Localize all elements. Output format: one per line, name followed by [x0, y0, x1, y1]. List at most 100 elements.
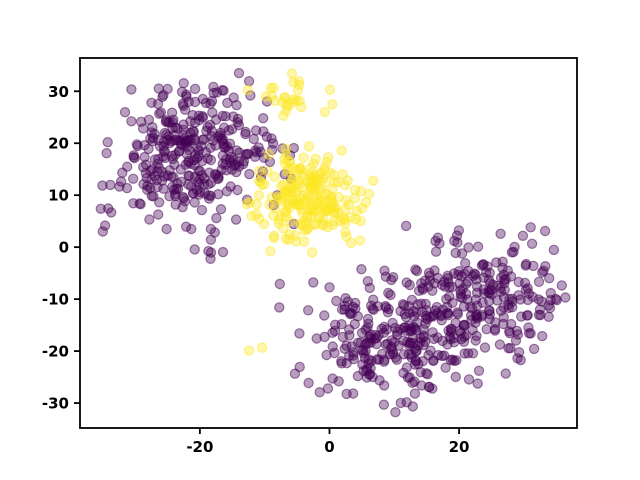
scatter-point-class-0-purple	[158, 89, 169, 101]
scatter-point-class-1-yellow	[256, 342, 268, 353]
scatter-point-class-0-purple	[515, 294, 526, 305]
scatter-point-class-0-purple	[465, 301, 476, 313]
scatter-point-class-1-yellow	[278, 110, 289, 122]
scatter-point-class-0-purple	[511, 325, 523, 337]
scatter-point-class-0-purple	[442, 339, 453, 350]
scatter-point-class-0-purple	[327, 341, 338, 352]
y-tick-label: -30	[42, 395, 69, 413]
scatter-point-class-1-yellow	[299, 236, 310, 247]
scatter-point-class-0-purple	[365, 333, 376, 344]
scatter-point-class-0-purple	[352, 370, 364, 382]
scatter-point-class-0-purple	[172, 178, 183, 189]
scatter-point-class-0-purple	[126, 116, 137, 127]
scatter-point-class-1-yellow	[269, 95, 280, 107]
y-tick-label: 10	[48, 187, 69, 205]
scatter-point-class-0-purple	[421, 368, 432, 379]
x-tick-label: -20	[186, 438, 213, 456]
scatter-point-class-0-purple	[487, 279, 499, 290]
scatter-point-class-1-yellow	[303, 141, 315, 152]
scatter-point-class-0-purple	[517, 230, 529, 241]
scatter-point-class-0-purple	[184, 135, 195, 146]
y-tick-label: -10	[42, 291, 69, 309]
scatter-point-class-0-purple	[95, 203, 107, 214]
scatter-point-class-0-purple	[432, 272, 443, 284]
scatter-point-class-1-yellow	[337, 168, 348, 180]
scatter-point-class-0-purple	[395, 324, 406, 335]
scatter-point-class-0-purple	[161, 223, 172, 235]
scatter-point-class-0-purple	[507, 302, 518, 313]
scatter-point-class-0-purple	[186, 223, 197, 235]
scatter-point-class-0-purple	[225, 151, 237, 163]
scatter-point-class-0-purple	[525, 328, 536, 339]
scatter-point-class-1-yellow	[264, 199, 275, 210]
scatter-point-class-0-purple	[211, 212, 222, 224]
scatter-point-class-0-purple	[537, 267, 548, 278]
x-axis: -20 0 20	[186, 428, 470, 456]
scatter-point-class-0-purple	[346, 308, 358, 319]
scatter-point-class-0-purple	[545, 287, 557, 299]
scatter-point-class-0-purple	[503, 343, 514, 354]
scatter-point-class-1-yellow	[242, 84, 254, 96]
scatter-point-class-1-yellow	[320, 205, 331, 217]
scatter-point-class-1-yellow	[246, 210, 257, 222]
scatter-point-class-0-purple	[453, 225, 465, 236]
scatter-point-class-1-yellow	[327, 219, 339, 230]
scatter-point-class-0-purple	[178, 119, 189, 130]
scatter-point-class-0-purple	[143, 114, 155, 126]
scatter-point-class-0-purple	[525, 222, 536, 233]
scatter-point-class-1-yellow	[286, 68, 298, 79]
scatter-point-class-0-purple	[231, 99, 242, 111]
scatter-point-class-0-purple	[498, 318, 509, 330]
scatter-point-class-0-purple	[233, 156, 245, 168]
scatter-point-class-0-purple	[189, 197, 200, 208]
y-tick-label: -20	[42, 343, 69, 361]
scatter-point-class-0-purple	[544, 273, 555, 284]
scatter-point-class-0-purple	[199, 188, 211, 199]
scatter-point-class-1-yellow	[327, 99, 338, 110]
scatter-points	[95, 67, 571, 418]
scatter-point-class-0-purple	[121, 182, 133, 194]
scatter-point-class-0-purple	[380, 271, 392, 282]
scatter-point-class-0-purple	[376, 323, 387, 335]
scatter-point-class-0-purple	[344, 324, 355, 335]
scatter-point-class-0-purple	[410, 264, 421, 275]
scatter-point-class-1-yellow	[351, 205, 362, 217]
scatter-point-class-0-purple	[560, 292, 571, 303]
scatter-point-class-0-purple	[258, 126, 269, 137]
scatter-point-class-0-purple	[395, 305, 406, 317]
scatter-point-class-0-purple	[534, 304, 546, 315]
scatter-point-class-0-purple	[378, 399, 390, 410]
scatter-point-class-0-purple	[222, 97, 233, 109]
scatter-point-class-0-purple	[463, 348, 474, 359]
scatter-point-class-1-yellow	[297, 168, 309, 180]
scatter-point-class-0-purple	[311, 333, 322, 344]
scatter-point-class-1-yellow	[345, 212, 356, 223]
scatter-point-class-0-purple	[443, 325, 454, 336]
y-tick-label: 20	[48, 135, 69, 153]
scatter-point-class-0-purple	[413, 285, 425, 296]
x-tick-label: 20	[449, 438, 470, 456]
scatter-point-class-0-purple	[425, 345, 436, 356]
scatter-point-class-0-purple	[207, 107, 218, 118]
scatter-point-class-0-purple	[324, 282, 335, 293]
scatter-point-class-0-purple	[303, 377, 314, 389]
scatter-point-class-1-yellow	[336, 145, 347, 156]
scatter-point-class-0-purple	[505, 271, 517, 282]
scatter-point-class-1-yellow	[319, 162, 330, 173]
scatter-point-class-0-purple	[180, 221, 192, 232]
scatter-point-class-0-purple	[169, 188, 181, 200]
scatter-point-class-0-purple	[277, 143, 288, 154]
scatter-point-class-0-purple	[341, 388, 352, 400]
scatter-point-class-0-purple	[138, 178, 149, 190]
scatter-point-class-1-yellow	[243, 345, 255, 356]
scatter-point-class-0-purple	[364, 282, 375, 294]
scatter-point-class-0-purple	[160, 114, 172, 126]
scatter-point-class-1-yellow	[314, 211, 325, 222]
scatter-point-class-1-yellow	[360, 197, 372, 208]
scatter-point-class-0-purple	[143, 143, 154, 155]
scatter-point-class-0-purple	[466, 314, 477, 326]
scatter-point-class-0-purple	[99, 220, 111, 231]
scatter-point-class-0-purple	[178, 134, 189, 145]
scatter-point-class-0-purple	[445, 354, 456, 366]
scatter-point-class-0-purple	[420, 298, 431, 310]
